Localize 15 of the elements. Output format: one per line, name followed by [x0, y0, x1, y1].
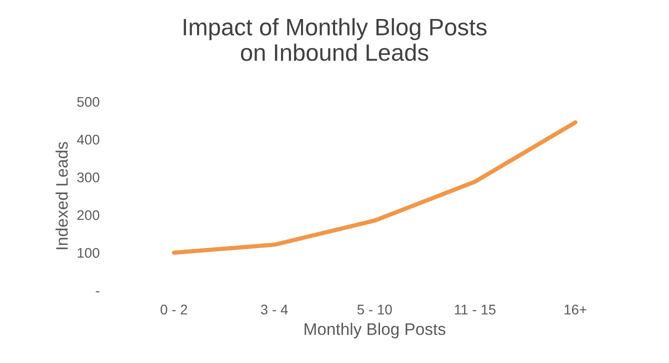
- x-tick-label: 5 - 10: [357, 304, 392, 314]
- chart-title: Impact of Monthly Blog Posts on Inbound Leads: [184, 18, 487, 61]
- line-series: [172, 120, 578, 255]
- x-tick-label: 11 - 15: [454, 304, 496, 314]
- x-tick-label: 0 - 2: [160, 304, 188, 314]
- y-tick-label: 300: [77, 172, 100, 182]
- x-tick-label: 3 - 4: [260, 304, 288, 314]
- y-tick-label: 200: [77, 210, 100, 220]
- x-axis-title: Monthly Blog Posts: [304, 322, 446, 338]
- y-axis-title: Indexed Leads: [56, 142, 68, 250]
- y-tick-label: -: [96, 291, 100, 292]
- y-tick-label: 400: [76, 134, 100, 145]
- y-tick-label: 500: [77, 96, 100, 107]
- y-tick-label: 100: [78, 248, 100, 258]
- x-tick-label: 16+: [564, 304, 586, 314]
